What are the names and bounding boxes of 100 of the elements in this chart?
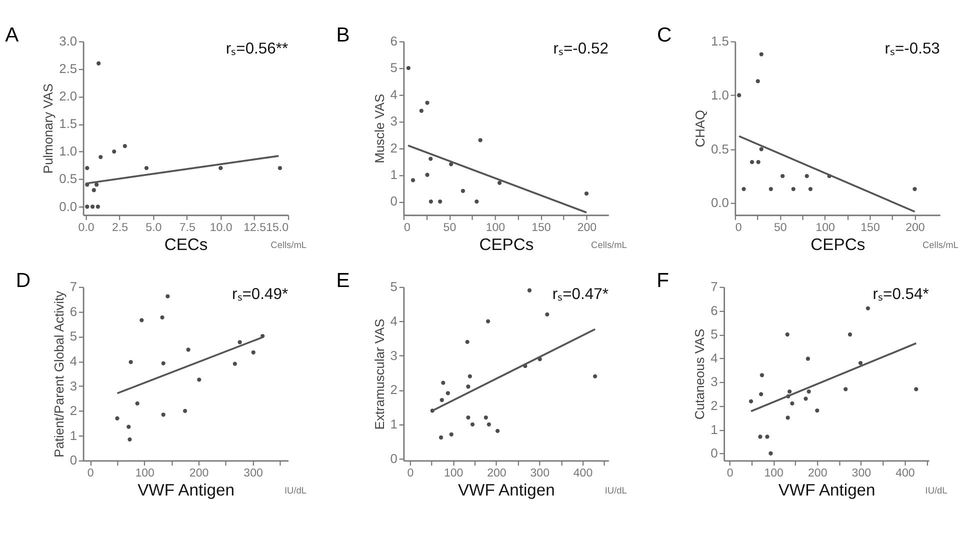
point — [460, 188, 466, 193]
point — [785, 332, 790, 337]
annotation: rₛ=-0.53 — [884, 40, 940, 58]
point — [742, 186, 746, 192]
text: Cells/mL — [591, 240, 627, 250]
point — [765, 434, 770, 439]
x-tick-label: 0 — [735, 222, 742, 234]
point — [115, 416, 120, 420]
point — [844, 387, 848, 392]
point — [92, 188, 96, 192]
y-tick-label: 0 — [70, 452, 78, 468]
x-axis-title: VWF Antigen — [778, 480, 876, 500]
point — [484, 415, 488, 420]
point — [197, 378, 202, 382]
y-tick-label: 2 — [390, 382, 398, 398]
point — [186, 348, 190, 352]
y-tick-label: 5 — [70, 328, 78, 344]
point — [768, 186, 773, 192]
point — [790, 401, 794, 406]
point — [85, 204, 90, 209]
y-tick-label: 5 — [390, 279, 398, 294]
x-axis-title: CECs — [164, 234, 208, 254]
y-tick-label: 1 — [390, 416, 398, 432]
y-tick-label: 6 — [710, 302, 718, 318]
y-tick-label: 2 — [70, 403, 78, 418]
y-tick-label: 0 — [710, 446, 718, 461]
x-tick-label: 12.5 — [244, 222, 266, 234]
x-tick-label: 100 — [764, 468, 784, 480]
y-tick-label: 3 — [710, 374, 718, 390]
point — [806, 356, 810, 361]
point — [161, 361, 166, 366]
y-tick-label: 1.5 — [59, 116, 78, 132]
point — [759, 52, 764, 56]
point — [126, 424, 131, 429]
annotation: rₛ=0.49* — [232, 286, 288, 303]
x-tick-label: 150 — [860, 222, 880, 234]
point — [584, 191, 589, 196]
point — [804, 396, 808, 401]
y-tick-label: 2.5 — [59, 61, 78, 76]
point — [438, 435, 444, 440]
y-tick-label: 7 — [70, 279, 78, 294]
chart-title: E — [336, 270, 350, 292]
point — [474, 200, 479, 204]
chart-title: C — [656, 24, 672, 46]
y-axis-title: Cutaneous VAS — [692, 328, 708, 420]
y-tick-label: 6 — [70, 304, 78, 319]
point — [446, 391, 450, 396]
point — [428, 156, 433, 161]
y-tick-label: 0.0 — [710, 195, 729, 210]
y-tick-label: 3 — [390, 114, 398, 129]
y-tick-label: 4 — [70, 353, 78, 368]
point — [465, 340, 470, 344]
point — [486, 422, 491, 426]
point — [440, 398, 444, 402]
x-tick-label: 10.0 — [210, 222, 232, 234]
y-tick-label: 1.0 — [59, 144, 78, 159]
x-tick-label: 100 — [444, 468, 464, 480]
y-tick-label: 6 — [390, 33, 398, 48]
point — [410, 178, 416, 182]
point — [166, 294, 170, 298]
point — [135, 401, 140, 406]
point — [161, 412, 166, 417]
x-axis-title: CEPCs — [479, 234, 534, 254]
point — [498, 180, 502, 185]
y-tick-label: 3 — [390, 348, 398, 363]
point — [438, 200, 442, 204]
x-tick-label: 200 — [189, 468, 209, 480]
x-axis-title: CEPCs — [810, 234, 866, 254]
point — [449, 432, 454, 436]
y-tick-label: 0.0 — [59, 198, 78, 214]
point — [748, 399, 754, 404]
y-axis-title: Extramuscular VAS — [372, 318, 387, 430]
point — [160, 315, 164, 320]
annotation: rₛ=0.56** — [226, 40, 288, 58]
annotation: rₛ=-0.52 — [553, 40, 608, 58]
y-axis-title: Patient/Parent Global Activity — [51, 290, 66, 458]
point — [90, 204, 95, 209]
point — [419, 108, 424, 113]
y-axis-title: CHAQ — [692, 110, 708, 148]
point — [468, 374, 472, 378]
chart-title: D — [16, 270, 31, 292]
point — [251, 350, 256, 354]
point — [486, 319, 490, 324]
y-tick-label: 4 — [710, 350, 718, 366]
y-tick-label: 1 — [710, 422, 718, 437]
point — [441, 380, 446, 385]
y-tick-label: 7 — [710, 279, 718, 294]
y-tick-label: 1.5 — [710, 33, 729, 48]
x-tick-label: 300 — [244, 468, 263, 480]
point — [858, 360, 863, 366]
x-tick-label: 200 — [577, 222, 597, 234]
point — [914, 387, 918, 392]
point — [478, 138, 482, 142]
point — [128, 437, 132, 442]
point — [85, 166, 90, 170]
point — [470, 422, 475, 426]
x-tick-label: 100 — [486, 222, 506, 234]
y-tick-label: 1.0 — [710, 87, 729, 102]
point — [815, 408, 820, 413]
point — [787, 389, 792, 394]
